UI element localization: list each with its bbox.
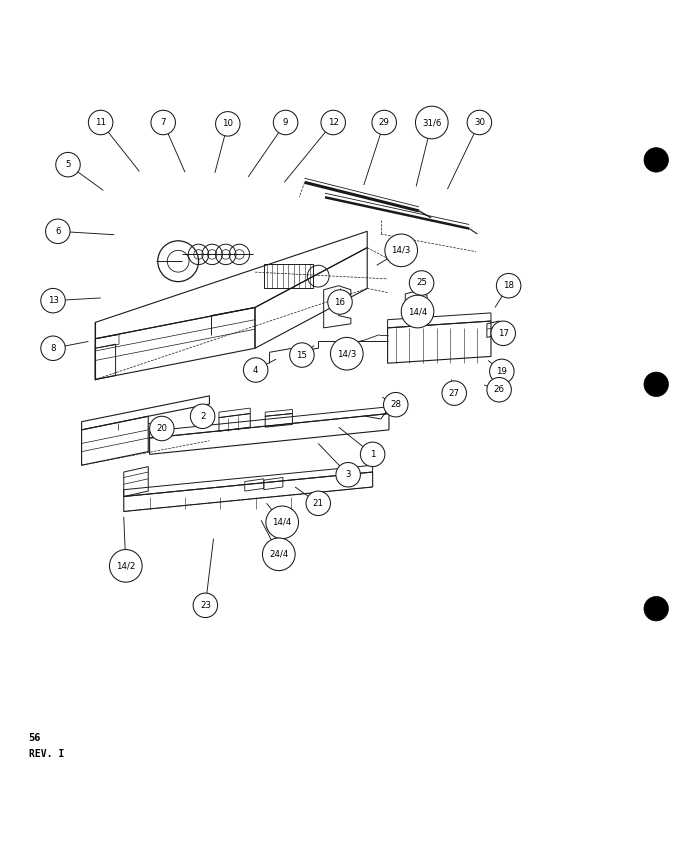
Circle shape [151,111,175,135]
Text: 3: 3 [345,470,351,479]
Text: 30: 30 [474,118,485,127]
Circle shape [644,147,668,172]
Circle shape [496,273,521,298]
Circle shape [401,295,434,328]
Circle shape [467,111,492,135]
Circle shape [360,442,385,466]
Circle shape [88,111,113,135]
Circle shape [487,377,511,402]
Text: 21: 21 [313,499,324,508]
Text: 5: 5 [65,160,71,169]
Text: 19: 19 [496,367,507,376]
Text: 14/3: 14/3 [392,246,411,255]
Circle shape [216,111,240,136]
Circle shape [190,404,215,428]
Text: 24/4: 24/4 [269,550,288,559]
Circle shape [273,111,298,135]
Text: 12: 12 [328,118,339,127]
Text: 56: 56 [29,733,41,743]
Text: 23: 23 [200,601,211,610]
Circle shape [384,393,408,417]
Circle shape [336,463,360,487]
Circle shape [243,357,268,382]
Circle shape [442,381,466,405]
Text: 16: 16 [335,297,345,307]
Text: 14/3: 14/3 [337,349,356,358]
Text: 7: 7 [160,118,166,127]
Text: 15: 15 [296,351,307,360]
Circle shape [644,596,668,621]
Text: 31/6: 31/6 [422,118,441,127]
Text: 26: 26 [494,386,505,394]
Circle shape [41,336,65,361]
Text: 2: 2 [200,411,205,421]
Text: 9: 9 [283,118,288,127]
Circle shape [372,111,396,135]
Circle shape [193,593,218,618]
Circle shape [262,538,295,571]
Text: 29: 29 [379,118,390,127]
Circle shape [46,219,70,243]
Text: 11: 11 [95,118,106,127]
Circle shape [385,234,418,267]
Circle shape [321,111,345,135]
Text: 28: 28 [390,400,401,409]
Text: 14/4: 14/4 [273,518,292,527]
Circle shape [290,343,314,368]
Circle shape [328,290,352,315]
Circle shape [490,359,514,384]
Circle shape [306,491,330,516]
Text: REV. I: REV. I [29,750,64,759]
Text: 17: 17 [498,329,509,338]
Circle shape [41,289,65,313]
Circle shape [409,271,434,295]
Circle shape [109,549,142,582]
Text: 1: 1 [370,450,375,458]
Text: 27: 27 [449,388,460,398]
Text: 20: 20 [156,424,167,433]
Text: 6: 6 [55,227,61,236]
Text: 10: 10 [222,119,233,129]
Text: 8: 8 [50,344,56,353]
Circle shape [491,321,515,345]
Text: 18: 18 [503,281,514,291]
Text: 13: 13 [48,297,58,305]
Text: 25: 25 [416,279,427,287]
Circle shape [266,506,299,539]
Text: 14/4: 14/4 [408,307,427,316]
Text: 14/2: 14/2 [116,561,135,571]
Circle shape [644,372,668,397]
Circle shape [56,153,80,177]
Circle shape [330,338,363,370]
Text: 4: 4 [253,366,258,375]
Circle shape [415,106,448,139]
Circle shape [150,417,174,440]
